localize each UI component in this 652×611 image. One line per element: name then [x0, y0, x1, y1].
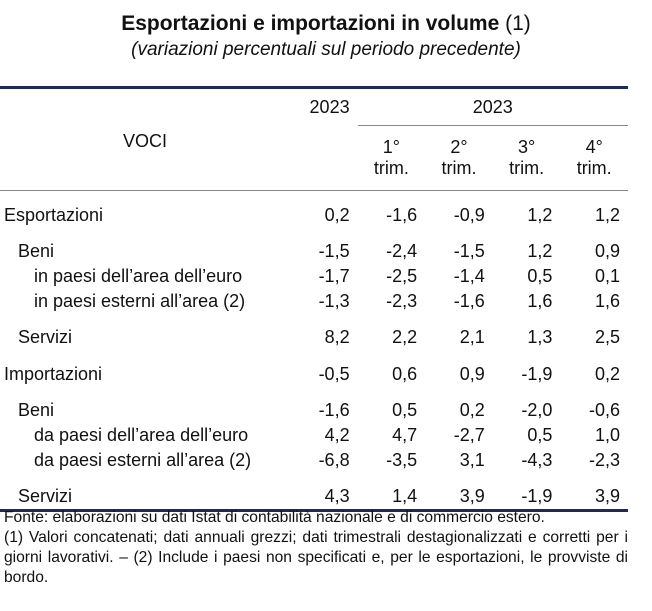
- quarter-header: 3° trim.: [493, 126, 561, 191]
- cell-q3: -1,9: [521, 363, 553, 384]
- quarter-header: 2° trim.: [425, 126, 493, 191]
- footnote-notes: (1) Valori concatenati; dati annuali gre…: [4, 529, 628, 586]
- quarter-number: 4°: [585, 137, 603, 157]
- cell-annual: 4,3: [290, 472, 358, 512]
- table-title: Esportazioni e importazioni in volume (1…: [0, 10, 652, 38]
- table-row: da paesi esterni all’area (2) -6,8 -3,5 …: [0, 448, 628, 473]
- header-rule: [0, 190, 628, 191]
- cell-q3: 0,5: [527, 424, 553, 445]
- table-row: Servizi 4,3 1,4 3,9 -1,9 3,9: [0, 472, 628, 512]
- row-label: Servizi: [18, 327, 73, 348]
- cell-q1: -2,4: [386, 241, 418, 262]
- header-row-years: VOCI 2023 2023: [0, 86, 628, 190]
- cell-q4: 1,2: [594, 204, 620, 225]
- quarterly-year-header: 2023: [357, 86, 628, 126]
- cell-annual: 0,2: [324, 204, 350, 225]
- cell-q3: -2,0: [521, 400, 553, 421]
- table-footnote: Fonte: elaborazioni su dati Istat di con…: [4, 508, 628, 588]
- table-row: in paesi esterni all’area (2) -1,3 -2,3 …: [0, 289, 628, 314]
- cell-q1: -2,5: [386, 265, 418, 286]
- cell-q1: 1,4: [357, 472, 426, 512]
- cell-q1: 0,6: [392, 363, 418, 384]
- cell-q3: 1,6: [527, 290, 553, 311]
- cell-q3: 1,2: [527, 241, 553, 262]
- table-row: da paesi dell’area dell’euro 4,2 4,7 -2,…: [0, 423, 628, 448]
- quarter-header: 1° trim.: [358, 126, 426, 191]
- cell-q3: 1,2: [527, 204, 553, 225]
- row-label: da paesi dell’area dell’euro: [34, 424, 249, 445]
- footnote-source: Fonte: elaborazioni su dati Istat di con…: [4, 509, 545, 526]
- cell-annual: -1,5: [318, 241, 350, 262]
- cell-q2: 0,2: [459, 400, 485, 421]
- table-heading: Esportazioni e importazioni in volume (1…: [0, 0, 652, 62]
- cell-annual: -1,6: [318, 400, 350, 421]
- cell-q1: -3,5: [386, 449, 418, 470]
- title-text: Esportazioni e importazioni in volume: [121, 12, 500, 35]
- cell-q4: 1,6: [594, 290, 620, 311]
- title-note: (1): [505, 12, 531, 35]
- cell-q2: 0,9: [459, 363, 485, 384]
- row-label: Importazioni: [4, 363, 103, 384]
- quarter-label: trim.: [509, 158, 545, 178]
- row-label: da paesi esterni all’area (2): [34, 449, 252, 470]
- cell-annual: -1,3: [318, 290, 350, 311]
- cell-q1: 4,7: [392, 424, 418, 445]
- annual-spacer: [290, 126, 358, 191]
- cell-annual: -1,7: [318, 265, 350, 286]
- table-row: in paesi dell’area dell’euro -1,7 -2,5 -…: [0, 264, 628, 289]
- voci-header: VOCI: [0, 86, 290, 190]
- cell-q3: 0,5: [527, 265, 553, 286]
- table-row: Beni -1,6 0,5 0,2 -2,0 -0,6: [0, 387, 628, 424]
- cell-q2: 3,1: [459, 449, 485, 470]
- row-label: Beni: [18, 241, 55, 262]
- cell-q3: -4,3: [521, 449, 553, 470]
- cell-q2: -1,4: [453, 265, 485, 286]
- cell-q2: -1,5: [453, 241, 485, 262]
- row-label: in paesi esterni all’area (2): [34, 290, 246, 311]
- cell-q1: 2,2: [392, 327, 418, 348]
- cell-q4: 3,9: [560, 472, 628, 512]
- cell-annual: 8,2: [324, 327, 350, 348]
- annual-year-header: 2023: [290, 86, 358, 126]
- cell-q3: -1,9: [492, 472, 561, 512]
- row-label: Beni: [18, 400, 55, 421]
- quarter-header: 4° trim.: [560, 126, 628, 191]
- cell-q2: 2,1: [459, 327, 485, 348]
- cell-q4: -2,3: [588, 449, 620, 470]
- header-row-quarters: 1° trim. 2° trim. 3° trim. 4° trim.: [0, 126, 628, 191]
- cell-q2: 3,9: [425, 472, 493, 512]
- row-label: Servizi: [0, 472, 290, 512]
- cell-q3: 1,3: [527, 327, 553, 348]
- cell-annual: 4,2: [324, 424, 350, 445]
- trade-volume-table: VOCI 2023 2023 1° trim. 2° trim. 3° trim. 4…: [0, 86, 628, 512]
- quarter-number: 1°: [382, 137, 400, 157]
- table-row: Beni -1,5 -2,4 -1,5 1,2 0,9: [0, 228, 628, 265]
- cell-q2: -1,6: [453, 290, 485, 311]
- table-row: Importazioni -0,5 0,6 0,9 -1,9 0,2: [0, 350, 628, 387]
- cell-q1: -1,6: [386, 204, 418, 225]
- cell-q4: 1,0: [594, 424, 620, 445]
- cell-q4: 0,2: [594, 363, 620, 384]
- row-label: Esportazioni: [4, 204, 104, 225]
- table-subtitle: (variazioni percentuali sul periodo prec…: [131, 39, 521, 60]
- cell-q4: 0,9: [594, 241, 620, 262]
- quarter-label: trim.: [373, 158, 409, 178]
- cell-q4: 2,5: [594, 327, 620, 348]
- cell-q1: 0,5: [392, 400, 418, 421]
- row-label: in paesi dell’area dell’euro: [34, 265, 243, 286]
- quarter-number: 3°: [517, 137, 536, 157]
- cell-q4: -0,6: [588, 400, 620, 421]
- table-row: Esportazioni 0,2 -1,6 -0,9 1,2 1,2: [0, 191, 628, 228]
- table-row: Servizi 8,2 2,2 2,1 1,3 2,5: [0, 313, 628, 350]
- quarter-number: 2°: [450, 137, 468, 157]
- cell-q1: -2,3: [386, 290, 418, 311]
- quarter-label: trim.: [441, 158, 477, 178]
- cell-q2: -2,7: [453, 424, 485, 445]
- cell-q2: -0,9: [453, 204, 485, 225]
- cell-q4: 0,1: [594, 265, 620, 286]
- quarter-label: trim.: [576, 158, 612, 178]
- cell-annual: -0,5: [318, 363, 350, 384]
- cell-annual: -6,8: [318, 449, 350, 470]
